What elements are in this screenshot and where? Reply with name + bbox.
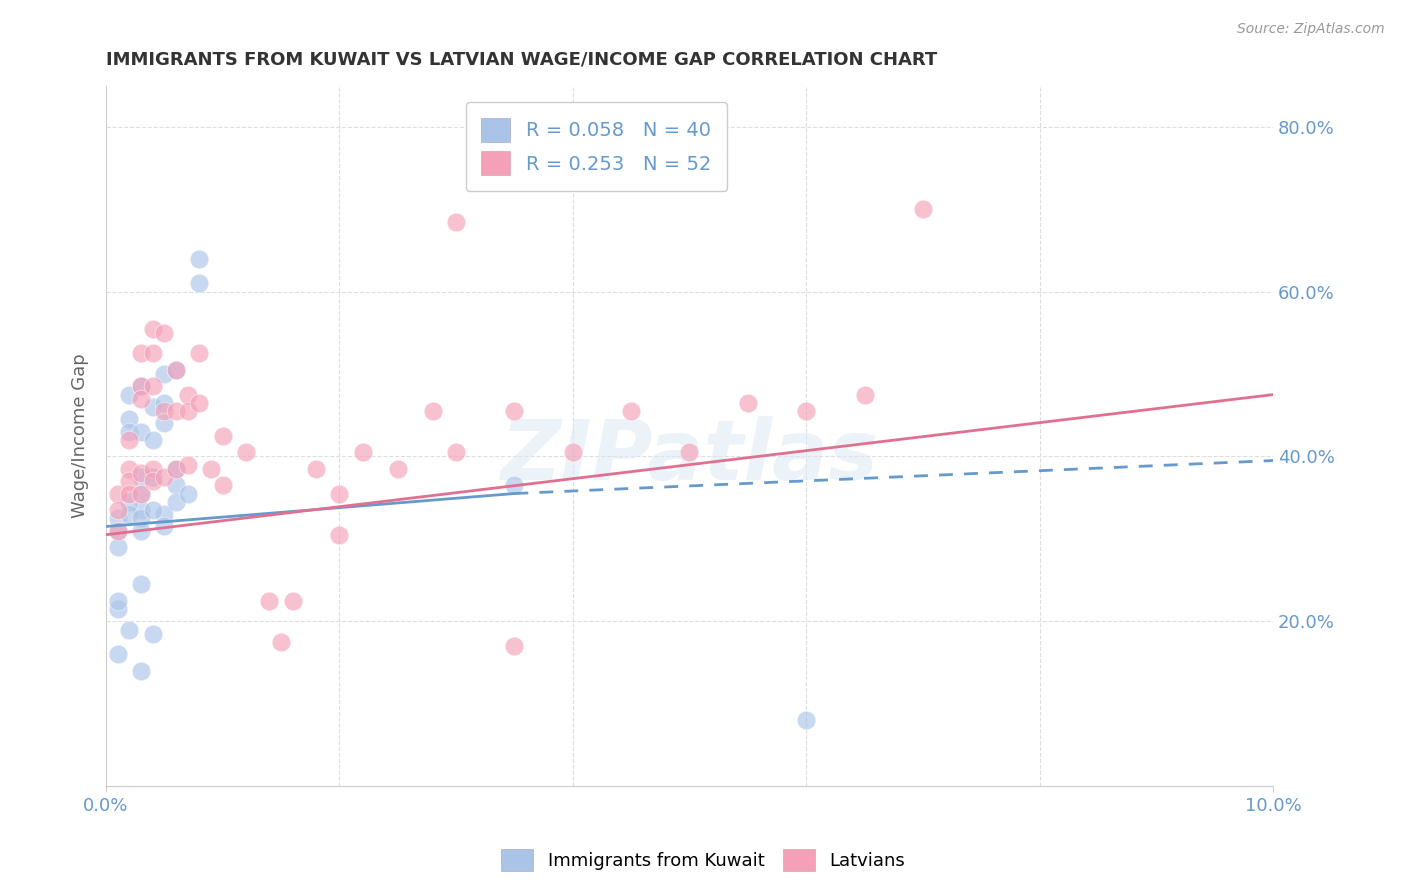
Legend: R = 0.058   N = 40, R = 0.253   N = 52: R = 0.058 N = 40, R = 0.253 N = 52 (465, 103, 727, 191)
Point (176, 486, 198, 500)
Point (118, 474, 141, 488)
Point (422, 404, 444, 418)
Point (153, 367, 176, 381)
Point (153, 326, 176, 340)
Point (853, 387, 876, 401)
Point (107, 593, 129, 607)
Point (118, 462, 141, 476)
Point (129, 503, 152, 517)
Point (129, 486, 152, 500)
Point (328, 486, 350, 500)
Point (165, 495, 187, 509)
Point (142, 474, 165, 488)
Point (107, 503, 129, 517)
Point (142, 470, 165, 484)
Point (142, 379, 165, 393)
Text: ZIPatlas: ZIPatlas (501, 417, 879, 498)
Point (142, 503, 165, 517)
Point (129, 524, 152, 538)
Point (142, 346, 165, 360)
Point (129, 466, 152, 480)
Point (737, 396, 759, 410)
Point (107, 540, 129, 554)
Point (188, 277, 211, 291)
Point (165, 478, 187, 492)
Point (911, 202, 934, 216)
Point (129, 511, 152, 525)
Point (107, 647, 129, 661)
Point (153, 417, 176, 431)
Y-axis label: Wage/Income Gap: Wage/Income Gap (72, 353, 89, 518)
Point (153, 519, 176, 533)
Point (352, 445, 374, 459)
Point (176, 404, 198, 418)
Point (176, 387, 198, 401)
Point (328, 527, 350, 541)
Point (503, 478, 526, 492)
Point (211, 478, 233, 492)
Point (200, 462, 222, 476)
Point (129, 379, 152, 393)
Point (107, 511, 129, 525)
Point (503, 404, 526, 418)
Point (129, 470, 152, 484)
Point (153, 396, 176, 410)
Point (118, 507, 141, 521)
Point (235, 445, 257, 459)
Point (118, 425, 141, 439)
Text: IMMIGRANTS FROM KUWAIT VS LATVIAN WAGE/INCOME GAP CORRELATION CHART: IMMIGRANTS FROM KUWAIT VS LATVIAN WAGE/I… (105, 51, 938, 69)
Point (165, 462, 187, 476)
Point (165, 462, 187, 476)
Point (794, 404, 817, 418)
Point (118, 623, 141, 637)
Point (270, 635, 292, 649)
Legend: Immigrants from Kuwait, Latvians: Immigrants from Kuwait, Latvians (494, 842, 912, 879)
Point (129, 392, 152, 406)
Point (503, 639, 526, 653)
Point (620, 404, 643, 418)
Point (444, 214, 467, 228)
Point (107, 486, 129, 500)
Point (107, 524, 129, 538)
Point (118, 433, 141, 447)
Point (165, 363, 187, 377)
Point (142, 433, 165, 447)
Point (211, 429, 233, 443)
Point (142, 462, 165, 476)
Point (107, 602, 129, 616)
Point (794, 713, 817, 727)
Point (118, 387, 141, 401)
Point (129, 577, 152, 591)
Point (678, 445, 700, 459)
Point (153, 404, 176, 418)
Point (153, 470, 176, 484)
Point (129, 379, 152, 393)
Point (165, 404, 187, 418)
Point (142, 400, 165, 414)
Point (129, 664, 152, 678)
Point (188, 396, 211, 410)
Point (561, 445, 583, 459)
Point (129, 425, 152, 439)
Point (176, 458, 198, 472)
Point (129, 346, 152, 360)
Point (305, 462, 328, 476)
Point (188, 346, 211, 360)
Point (188, 252, 211, 266)
Point (118, 486, 141, 500)
Point (107, 524, 129, 538)
Point (118, 412, 141, 426)
Point (165, 363, 187, 377)
Text: Source: ZipAtlas.com: Source: ZipAtlas.com (1237, 22, 1385, 37)
Point (259, 593, 281, 607)
Point (281, 593, 304, 607)
Point (142, 626, 165, 640)
Point (142, 321, 165, 335)
Point (153, 507, 176, 521)
Point (118, 495, 141, 509)
Point (129, 486, 152, 500)
Point (387, 462, 409, 476)
Point (444, 445, 467, 459)
